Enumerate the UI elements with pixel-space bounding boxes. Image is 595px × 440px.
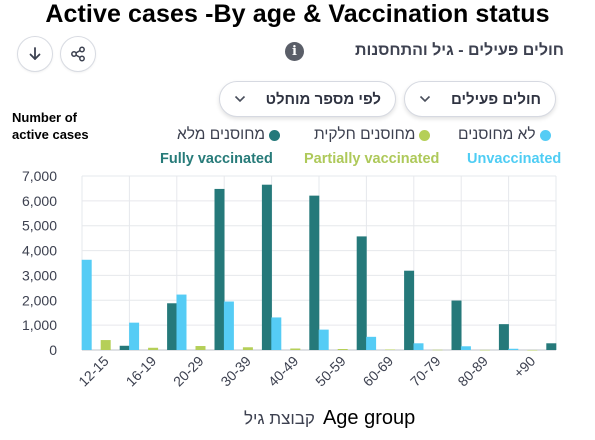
x-tick-label: 16-19 [123, 353, 160, 390]
x-tick-label: 40-49 [265, 353, 302, 390]
metric-dropdown-label: חולים פעילים [451, 90, 541, 108]
x-tick-label: 80-89 [454, 353, 491, 390]
x-tick-label: 20-29 [170, 353, 207, 390]
bar-unvaccinated [129, 322, 140, 350]
bar-unvaccinated [318, 329, 329, 350]
scale-dropdown-label: לפי מספר מוחלט [265, 90, 381, 108]
bar-fully-vaccinated [546, 343, 557, 350]
bar-partially-vaccinated [385, 349, 396, 351]
bar-unvaccinated [81, 259, 92, 350]
info-icon[interactable]: i [285, 42, 304, 61]
y-tick-label: 2,000 [22, 292, 57, 308]
x-axis-title: קבוצת גיל Age group [244, 407, 415, 430]
bar-fully-vaccinated [261, 184, 272, 350]
bar-fully-vaccinated [119, 345, 130, 350]
y-tick-label: 0 [49, 342, 57, 358]
share-icon [71, 46, 85, 62]
bar-fully-vaccinated [309, 195, 320, 350]
x-axis-title-en: Age group [322, 407, 416, 429]
share-button[interactable] [60, 36, 96, 72]
bar-fully-vaccinated [214, 188, 225, 350]
x-tick-label: +90 [510, 353, 538, 381]
bar-partially-vaccinated [148, 347, 159, 350]
legend-dot-fully [269, 129, 281, 141]
download-icon [29, 47, 41, 60]
bar-partially-vaccinated [195, 346, 206, 350]
bar-fully-vaccinated [498, 324, 509, 350]
bar-fully-vaccinated [451, 300, 462, 350]
chevron-down-icon [419, 95, 431, 103]
bar-fully-vaccinated [356, 236, 367, 350]
hebrew-chart-title: חולים פעילים - גיל והתחסנות [355, 42, 564, 59]
bar-unvaccinated [508, 348, 519, 350]
scale-dropdown[interactable]: לפי מספר מוחלט [219, 81, 396, 117]
bar-partially-vaccinated [290, 348, 301, 350]
chevron-down-icon [234, 95, 246, 103]
y-tick-label: 7,000 [22, 168, 57, 184]
y-tick-label: 5,000 [22, 218, 57, 234]
x-tick-label: 60-69 [360, 353, 397, 390]
legend-item-fully[interactable]: מחוסנים מלא [177, 126, 281, 144]
bar-partially-vaccinated [242, 347, 253, 350]
bar-fully-vaccinated [404, 270, 415, 350]
bar-partially-vaccinated [479, 349, 490, 351]
legend-label-fully-en: Fully vaccinated [160, 151, 273, 167]
x-tick-label: 50-59 [312, 353, 349, 390]
y-tick-label: 4,000 [22, 243, 57, 259]
bar-partially-vaccinated [527, 349, 538, 351]
english-chart-title: Active cases -By age & Vaccination statu… [45, 0, 550, 28]
bar-unvaccinated [176, 294, 187, 350]
bar-partially-vaccinated [432, 349, 443, 351]
legend-label-fully-he: מחוסנים מלא [177, 126, 266, 143]
y-tick-label: 6,000 [22, 193, 57, 209]
bar-unvaccinated [223, 301, 234, 350]
legend-item-partial[interactable]: מחוסנים חלקית [314, 126, 431, 144]
bar-fully-vaccinated [167, 303, 178, 350]
metric-dropdown[interactable]: חולים פעילים [404, 81, 556, 117]
bar-unvaccinated [366, 336, 377, 350]
y-axis-label-line-1: Number of [12, 110, 77, 125]
y-tick-label: 3,000 [22, 267, 57, 283]
x-axis-title-he: קבוצת גיל [244, 409, 315, 428]
bar-partially-vaccinated [100, 340, 111, 350]
legend-label-partial-en: Partially vaccinated [304, 151, 440, 167]
legend-label-unvaccinated-he: לא מחוסנים [458, 126, 536, 143]
x-tick-label: 30-39 [217, 353, 254, 390]
bar-unvaccinated [413, 343, 424, 350]
y-tick-label: 1,000 [22, 317, 57, 333]
bar-partially-vaccinated [337, 349, 348, 350]
legend-dot-unvaccinated [539, 129, 551, 141]
bar-unvaccinated [460, 346, 471, 350]
x-tick-label: 12-15 [75, 353, 112, 390]
legend-item-unvaccinated[interactable]: לא מחוסנים [458, 126, 551, 144]
bar-unvaccinated [271, 317, 282, 350]
x-tick-label: 70-79 [407, 353, 444, 390]
download-button[interactable] [17, 36, 53, 72]
legend-dot-partial [419, 129, 431, 141]
legend-label-unvaccinated-en: Unvaccinated [467, 151, 562, 167]
legend-label-partial-he: מחוסנים חלקית [314, 126, 416, 143]
y-axis-label-line-2: active cases [12, 127, 89, 142]
